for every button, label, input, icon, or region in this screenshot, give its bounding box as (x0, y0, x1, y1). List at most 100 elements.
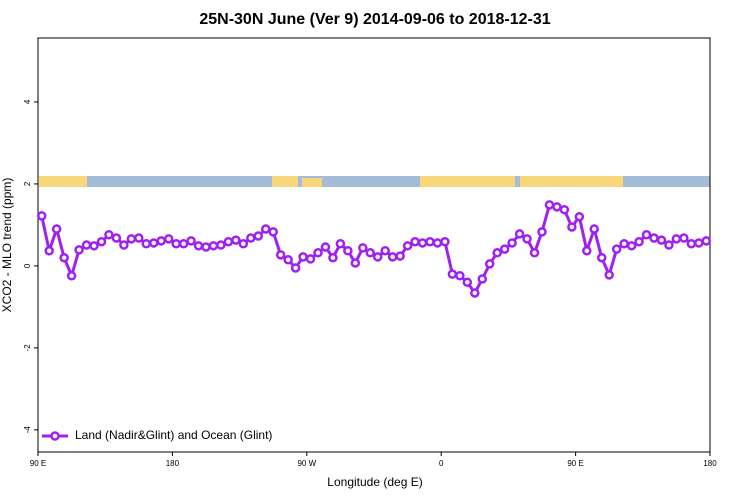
point (432, 238, 443, 248)
point (372, 252, 383, 262)
point (582, 245, 592, 256)
point (470, 288, 480, 298)
point (89, 241, 99, 251)
point (484, 259, 495, 269)
x-tick-label: 0 (439, 459, 444, 468)
point (201, 242, 211, 252)
point (298, 252, 308, 262)
point (283, 255, 293, 265)
point (358, 243, 368, 253)
x-tick-label: 90 E (567, 459, 583, 468)
point (59, 252, 69, 263)
point (634, 236, 644, 247)
point (343, 245, 353, 256)
point (238, 239, 249, 249)
point (66, 270, 77, 281)
point (178, 239, 189, 249)
point (626, 241, 637, 251)
map-strip (39, 176, 710, 187)
point (596, 252, 607, 263)
point (365, 248, 376, 258)
point (417, 238, 428, 248)
legend-label: Land (Nadir&Glint) and Ocean (Glint) (75, 428, 272, 442)
point (656, 235, 667, 245)
point (208, 241, 219, 251)
point (567, 222, 577, 232)
point (574, 211, 585, 222)
point (231, 235, 241, 245)
x-tick-label: 90 E (30, 459, 46, 468)
point (44, 245, 54, 256)
point (253, 231, 264, 241)
point (156, 236, 166, 246)
x-tick-label: 180 (703, 459, 717, 468)
point (492, 248, 502, 258)
point (96, 236, 107, 247)
point (477, 274, 488, 284)
point (402, 241, 413, 251)
point (313, 248, 323, 258)
point (186, 236, 196, 246)
point (649, 233, 659, 243)
x-tick-label: 90 W (297, 459, 316, 468)
y-axis-label: XCO2 - MLO trend (ppm) (0, 178, 14, 313)
point (305, 254, 316, 264)
point (679, 233, 689, 243)
point (223, 236, 234, 247)
point (328, 252, 338, 263)
y-tick-label: -2 (23, 344, 32, 352)
point (104, 230, 114, 240)
y-tick-label: 4 (23, 99, 32, 104)
point (589, 224, 600, 234)
point (641, 230, 652, 240)
point (380, 245, 390, 256)
chart-title: 25N-30N June (Ver 9) 2014-09-06 to 2018-… (199, 11, 550, 28)
point (141, 239, 152, 249)
point (514, 229, 525, 239)
point (499, 244, 510, 254)
x-axis-label: Longitude (deg E) (327, 475, 422, 489)
point (163, 234, 174, 244)
point (111, 233, 122, 243)
point (74, 245, 84, 255)
point (522, 234, 532, 244)
point (126, 234, 137, 244)
point (119, 240, 129, 250)
point (193, 241, 204, 251)
point (552, 202, 562, 212)
point (425, 236, 435, 247)
point (395, 251, 405, 261)
point (246, 233, 256, 243)
point (694, 238, 704, 248)
point (275, 250, 286, 260)
point (320, 242, 331, 252)
legend-marker (50, 431, 60, 441)
plot-frame (37, 37, 711, 453)
point (686, 239, 697, 249)
point (387, 252, 398, 262)
point (81, 240, 92, 250)
point (537, 227, 547, 237)
y-tick-label: -4 (23, 426, 32, 434)
point (171, 239, 181, 249)
point (216, 240, 226, 250)
point (447, 269, 458, 279)
point (350, 258, 361, 268)
point (410, 236, 420, 247)
y-tick-label: 2 (23, 181, 32, 186)
point (619, 239, 629, 249)
y-tick-label: 0 (23, 263, 32, 268)
series-line (40, 202, 707, 296)
point (671, 234, 682, 244)
point (51, 224, 62, 234)
point (36, 211, 47, 221)
point (559, 204, 570, 215)
point (335, 239, 346, 249)
point (544, 200, 555, 210)
point (260, 224, 271, 234)
point (701, 236, 712, 246)
point (462, 277, 473, 288)
point (268, 227, 278, 237)
point (455, 270, 465, 281)
point (611, 244, 622, 254)
